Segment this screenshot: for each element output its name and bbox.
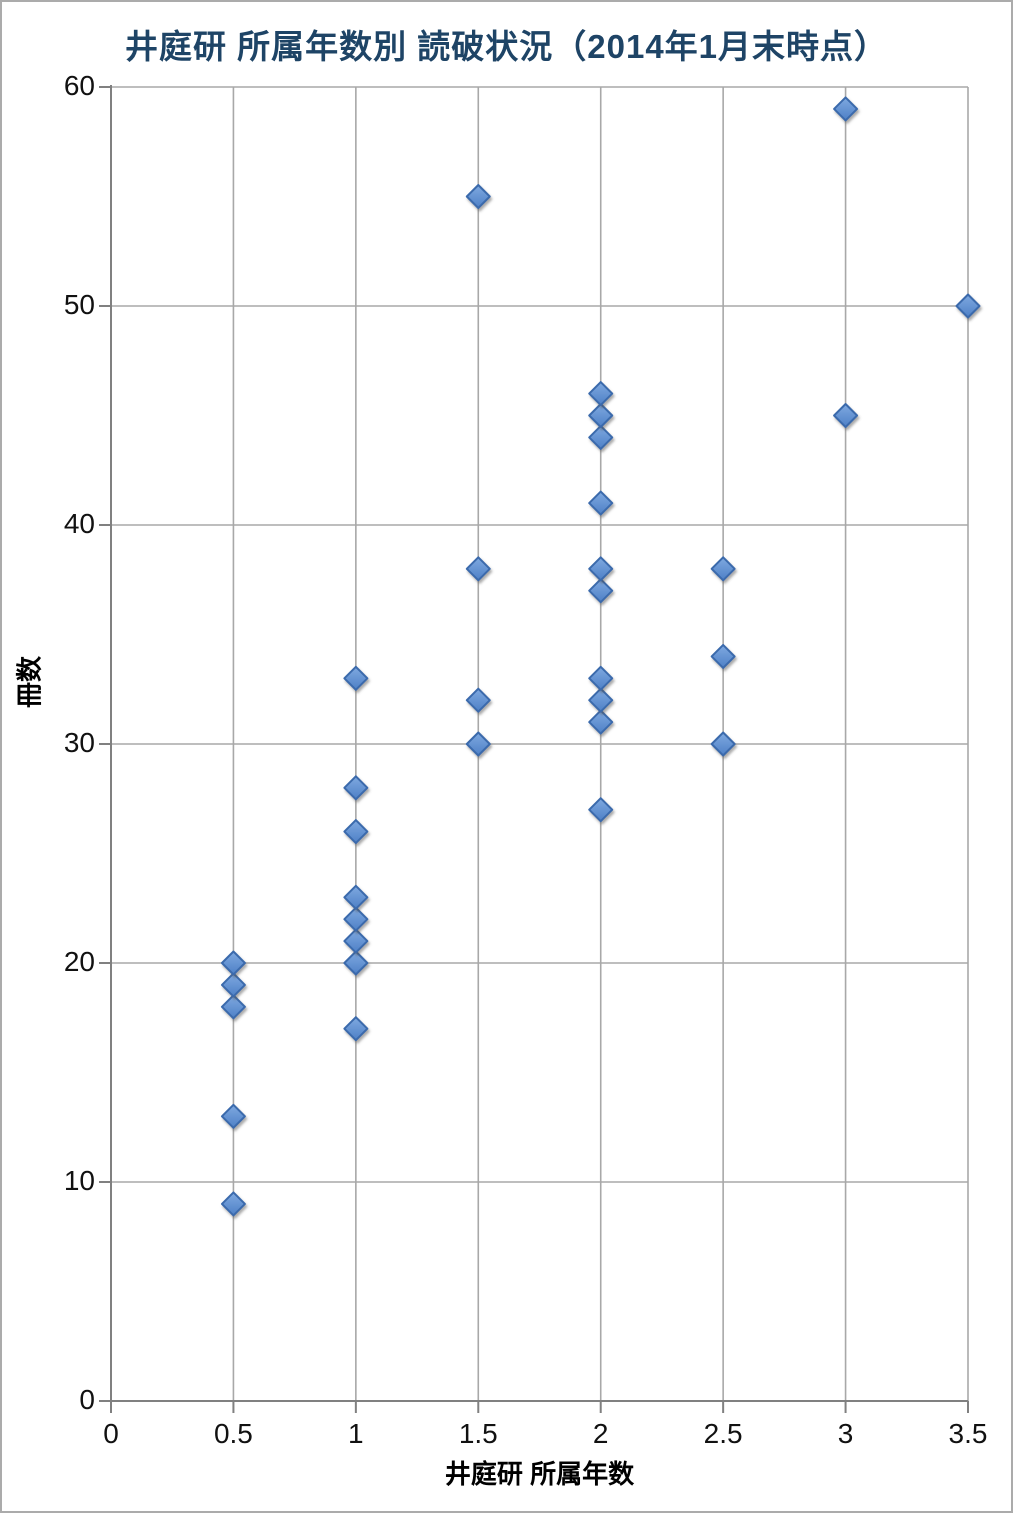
data-point-marker [588, 709, 614, 735]
axis-layer [99, 85, 969, 1413]
data-point-marker [588, 424, 614, 450]
data-point-marker [710, 556, 736, 582]
data-point-marker [588, 556, 614, 582]
data-point-marker [710, 643, 736, 669]
data-point-marker [343, 950, 369, 976]
data-point-marker [588, 687, 614, 713]
data-point-marker [220, 950, 246, 976]
y-tick-label: 40 [63, 508, 95, 539]
data-point-marker [955, 293, 981, 319]
marker-layer [220, 96, 981, 1217]
data-point-marker [588, 578, 614, 604]
data-point-marker [220, 972, 246, 998]
data-point-marker [465, 687, 491, 713]
y-axis-title-text: 冊数 [14, 655, 45, 709]
data-point-marker [588, 490, 614, 516]
y-tick-label: 20 [63, 946, 95, 977]
y-tick-label: 60 [63, 70, 95, 101]
x-axis-title: 井庭研 所属年数 [444, 1459, 635, 1489]
y-tick-label: 0 [79, 1384, 95, 1415]
y-tick-label: 30 [63, 727, 95, 758]
y-tick-label: 50 [63, 289, 95, 320]
x-tick-label: 1.5 [458, 1418, 498, 1449]
data-point-marker [343, 884, 369, 910]
data-point-marker [343, 665, 369, 691]
data-point-marker [833, 96, 859, 122]
data-point-marker [588, 665, 614, 691]
data-point-marker [220, 1191, 246, 1217]
x-tick-label: 2.5 [703, 1418, 743, 1449]
x-tick-label: 1 [348, 1418, 364, 1449]
chart-title: 井庭研 所属年数別 読破状況（2014年1月末時点） [124, 28, 889, 65]
x-tick-label: 0.5 [213, 1418, 253, 1449]
data-point-marker [588, 381, 614, 407]
data-point-marker [343, 775, 369, 801]
data-point-marker [343, 1016, 369, 1042]
data-point-marker [220, 994, 246, 1020]
data-point-marker [343, 819, 369, 845]
y-tick-label: 10 [63, 1165, 95, 1196]
data-point-marker [710, 731, 736, 757]
data-point-marker [465, 556, 491, 582]
data-point-marker [465, 731, 491, 757]
data-point-marker [220, 1103, 246, 1129]
data-point-marker [343, 906, 369, 932]
data-point-marker [588, 797, 614, 823]
data-point-marker [465, 184, 491, 209]
data-point-marker [833, 403, 859, 428]
x-tick-label: 3 [837, 1418, 854, 1449]
data-point-marker [343, 928, 369, 954]
x-tick-label: 3.5 [948, 1418, 988, 1449]
x-tick-label: 2 [592, 1418, 609, 1449]
data-point-marker [588, 403, 614, 428]
x-tick-label: 0 [103, 1418, 119, 1449]
